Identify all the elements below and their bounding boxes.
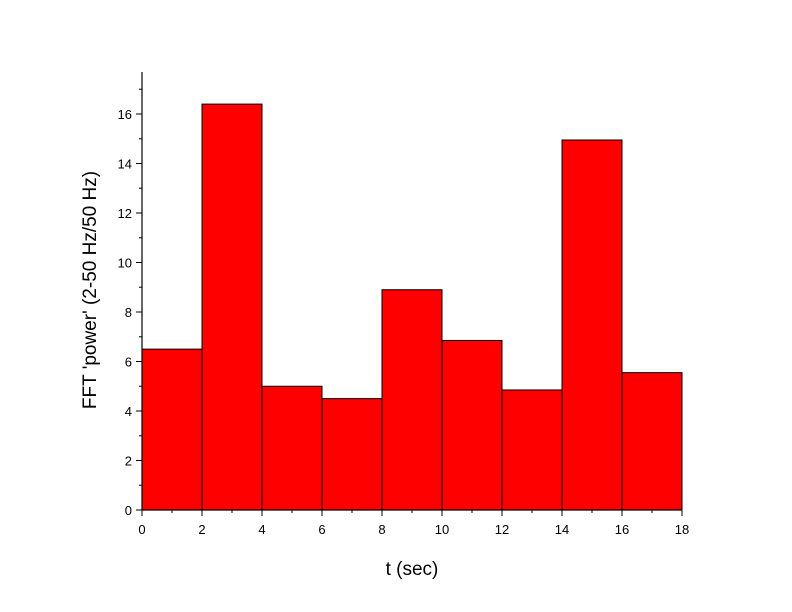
y-axis: 0 2 4 6 8 10 12 14 16: [118, 72, 143, 518]
y-tick-label: 0: [125, 503, 132, 518]
x-tick-label: 8: [378, 522, 385, 537]
bars: [141, 103, 683, 511]
bar: [261, 385, 323, 511]
x-tick-label: 10: [435, 522, 449, 537]
bar: [321, 398, 383, 511]
x-tick-label: 16: [615, 522, 629, 537]
x-tick-label: 18: [675, 522, 689, 537]
x-axis-title: t (sec): [386, 559, 439, 580]
y-tick-label: 8: [125, 305, 132, 320]
x-axis: 0 2 4 6 8 10 12 14 16 18: [138, 509, 689, 537]
y-tick-label: 16: [118, 107, 132, 122]
bar: [561, 139, 623, 511]
x-tick-label: 14: [555, 522, 569, 537]
bar: [621, 372, 683, 511]
bar: [441, 339, 503, 511]
y-tick-label: 2: [125, 454, 132, 469]
bar: [501, 389, 563, 511]
x-tick-label: 0: [138, 522, 145, 537]
y-tick-label: 12: [118, 206, 132, 221]
x-tick-label: 12: [495, 522, 509, 537]
bar: [381, 289, 443, 511]
x-tick-label: 6: [318, 522, 325, 537]
y-tick-label: 4: [125, 404, 132, 419]
y-tick-label: 10: [118, 256, 132, 271]
bar: [201, 103, 263, 511]
x-tick-label: 2: [198, 522, 205, 537]
x-tick-label: 4: [258, 522, 265, 537]
y-axis-title: FFT 'power' (2-50 Hz/50 Hz): [80, 171, 101, 409]
y-tick-label: 6: [125, 355, 132, 370]
y-tick-label: 14: [118, 157, 132, 172]
bar: [141, 348, 203, 511]
